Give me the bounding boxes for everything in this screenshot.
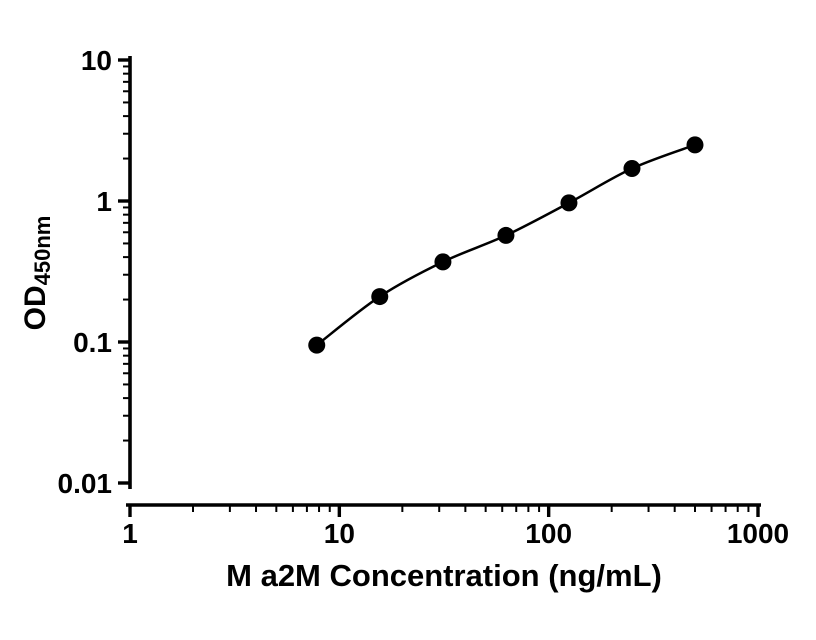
x-axis-title: M a2M Concentration (ng/mL) [130, 558, 758, 594]
x-tick-label: 1 [122, 518, 138, 549]
x-tick-label: 1000 [727, 518, 789, 549]
x-tick-label: 10 [324, 518, 355, 549]
x-tick-label: 100 [525, 518, 572, 549]
y-axis-title-sub: 450nm [30, 215, 55, 286]
data-point [497, 226, 515, 244]
y-tick-label: 0.01 [58, 468, 113, 499]
y-axis-title: OD450nm [15, 123, 57, 423]
x-axis-title-text: M a2M Concentration (ng/mL) [226, 558, 662, 593]
data-point [623, 160, 641, 178]
y-tick-label: 0.1 [73, 327, 112, 358]
data-point [560, 194, 578, 212]
y-tick-label: 10 [81, 45, 112, 76]
data-point [308, 336, 326, 354]
y-axis-title-main: OD [19, 285, 52, 331]
data-point [686, 136, 704, 154]
y-tick-label: 1 [96, 186, 112, 217]
fit-curve-line [315, 143, 696, 347]
data-point [371, 288, 389, 306]
data-point [434, 253, 452, 271]
